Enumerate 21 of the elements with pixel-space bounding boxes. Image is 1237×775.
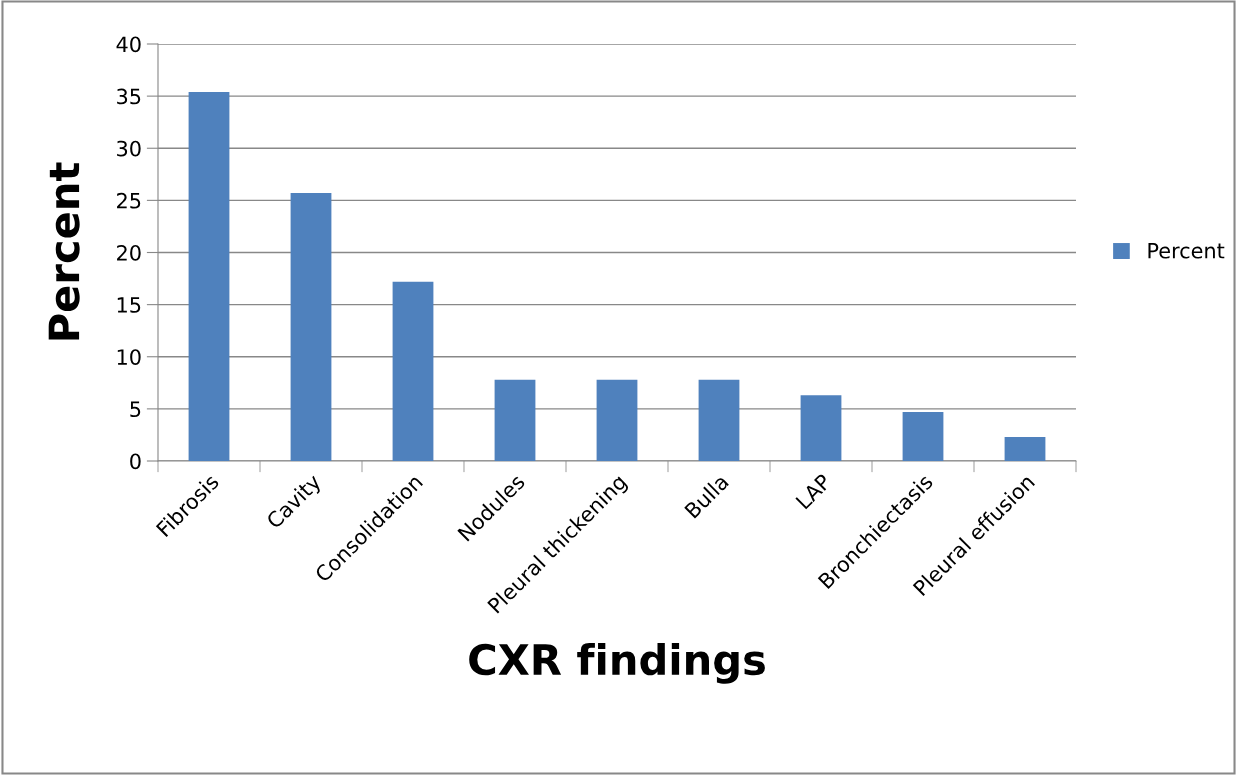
y-tick-label: 35 — [117, 88, 141, 105]
bar — [698, 379, 740, 461]
bar — [494, 379, 536, 461]
bar — [290, 193, 332, 461]
y-axis-title: Percent — [48, 162, 80, 340]
bar — [596, 379, 638, 461]
bar — [188, 91, 230, 461]
bar — [800, 395, 842, 461]
legend-label: Percent — [1148, 243, 1225, 259]
y-tick-label: 0 — [130, 453, 141, 470]
y-tick-label: 20 — [117, 244, 141, 261]
y-tick-label: 25 — [117, 192, 141, 209]
y-tick-label: 30 — [117, 140, 141, 157]
y-tick-label: 15 — [117, 297, 141, 313]
y-tick-label: 10 — [117, 349, 141, 365]
x-axis-title: CXR findings — [469, 643, 765, 684]
bar — [1004, 437, 1046, 461]
y-tick-label: 5 — [130, 401, 141, 418]
y-tick-label: 40 — [116, 36, 141, 53]
bar — [902, 412, 944, 461]
bar — [392, 281, 434, 461]
